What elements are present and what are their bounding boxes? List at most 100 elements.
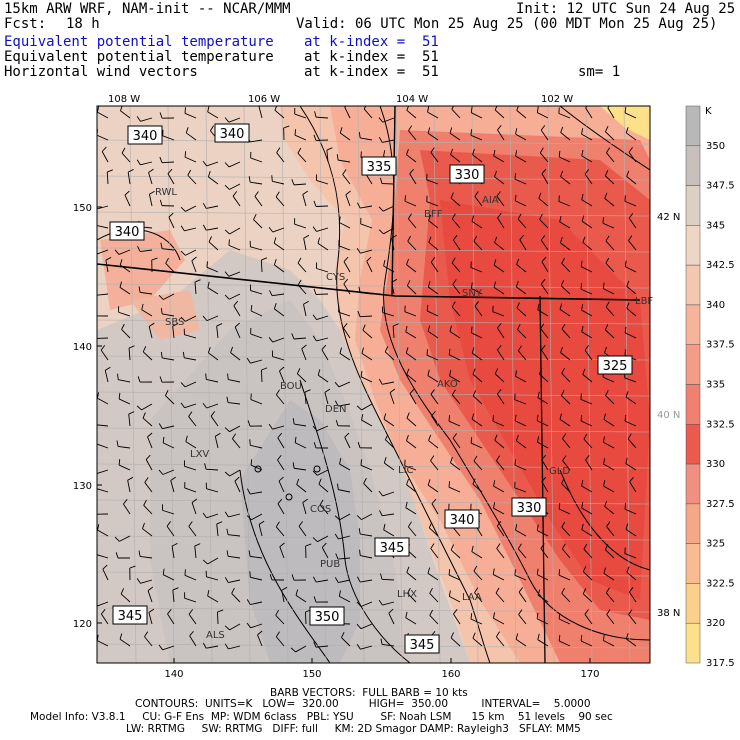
field-1-name: Equivalent potential temperature <box>4 34 274 50</box>
contour-labels: 340 340 335 330 340 325 340 330 345 350 345 345 <box>109 123 633 654</box>
colorbar-swatch <box>685 344 701 385</box>
colorbar-label: 330 <box>706 459 725 470</box>
station-lxv: LXV <box>190 449 209 460</box>
lat-tick-42n: 42 N <box>657 212 680 223</box>
colorbar-label: 320 <box>706 618 725 629</box>
contour-label: 340 <box>133 129 158 144</box>
station-bou: BOU <box>280 381 302 392</box>
field-3-level: at k-index = 51 <box>304 64 439 80</box>
station-den: DEN <box>325 404 347 415</box>
station-labels: RWL BFF AIA CYS SNY LBF SBS BOU AKO DEN … <box>155 187 653 641</box>
model-title: 15km ARW WRF, NAM-init -- NCAR/MMM <box>4 1 291 17</box>
valid-time: Valid: 06 UTC Mon 25 Aug 25 (00 MDT Mon … <box>296 16 718 32</box>
y-tick-150: 150 <box>73 203 92 214</box>
field-2-level: at k-index = 51 <box>304 49 439 65</box>
station-lbf: LBF <box>635 296 653 307</box>
contour-label: 350 <box>315 610 340 625</box>
station-laa: LAA <box>462 592 482 603</box>
contour-label-box <box>112 605 148 625</box>
colorbar-swatch <box>685 622 701 664</box>
barb-legend: BARB VECTORS: FULL BARB = 10 kts <box>270 687 468 699</box>
lat-tick-38n: 38 N <box>657 608 680 619</box>
contour-label: 330 <box>517 501 542 516</box>
colorbar-label: 332.5 <box>706 419 735 430</box>
contour-label: 345 <box>380 541 405 556</box>
contour-label-box <box>127 125 163 145</box>
colorbar-label: 347.5 <box>706 181 735 192</box>
station-pub: PUB <box>320 559 340 570</box>
y-tick-120: 120 <box>73 619 92 630</box>
bottom-x-ticks: 140 150 160 170 <box>164 669 599 680</box>
colorbar-swatch <box>685 463 701 505</box>
contour-label-box <box>597 355 633 375</box>
colorbar-label: 322.5 <box>706 578 735 589</box>
colorbar-label: 335 <box>706 380 725 391</box>
contour-label: 330 <box>455 168 480 183</box>
colorbar-label: 325 <box>706 539 725 550</box>
model-info-2: LW: RRTMG SW: RRTMG DIFF: full KM: 2D Sm… <box>126 723 581 735</box>
colorbar-swatch <box>685 583 701 624</box>
colorbar-label: 337.5 <box>706 340 735 351</box>
y-tick-140: 140 <box>73 342 92 353</box>
station-cos: COS <box>310 504 331 515</box>
x-tick-170: 170 <box>580 669 599 680</box>
colorbar-swatch <box>685 424 701 465</box>
x-tick-150: 150 <box>302 669 321 680</box>
station-gld: GLD <box>549 466 570 477</box>
contour-label-box <box>511 497 547 517</box>
colorbar: 350 347.5 345 342.5 340 337.5 335 332.5 330 327.5… <box>685 105 735 669</box>
model-info: Model Info: V3.8.1 CU: G-F Ens MP: WDM 6… <box>30 711 613 723</box>
contour-label-box <box>404 634 440 654</box>
field-2-name: Equivalent potential temperature <box>4 49 274 65</box>
colorbar-swatch <box>685 225 701 266</box>
contour-label-box <box>361 156 397 176</box>
lon-tick-108w: 108 W <box>108 94 140 105</box>
station-lic: LIC <box>398 465 414 476</box>
colorbar-unit: K <box>705 106 712 117</box>
station-cys: CYS <box>326 272 345 283</box>
contour-label-box <box>109 221 145 241</box>
wind-barbs <box>97 106 637 653</box>
contour-label-box <box>309 606 345 626</box>
city-markers <box>254 465 321 501</box>
x-tick-160: 160 <box>441 669 460 680</box>
station-rwl: RWL <box>155 187 177 198</box>
top-longitude-ticks: 108 W 106 W 104 W 102 W <box>108 94 573 105</box>
contour-label: 335 <box>367 160 392 175</box>
lon-tick-104w: 104 W <box>396 94 428 105</box>
contour-label-box <box>449 164 485 184</box>
left-y-ticks: 150 140 130 120 <box>73 203 92 630</box>
init-time: Init: 12 UTC Sun 24 Aug 25 <box>516 1 736 17</box>
contour-legend: CONTOURS: UNITS=K LOW= 320.00 HIGH= 350.… <box>135 698 591 710</box>
station-sny: SNY <box>462 288 483 299</box>
colorbar-swatch <box>685 304 701 345</box>
lon-tick-106w: 106 W <box>248 94 280 105</box>
colorbar-label: 350 <box>706 141 725 152</box>
theta-e-fill <box>97 106 650 663</box>
station-als: ALS <box>206 630 225 641</box>
contour-label-box <box>214 123 250 143</box>
colorbar-swatch <box>685 384 701 425</box>
right-latitude-ticks: 42 N 40 N 38 N <box>657 212 680 619</box>
x-tick-140: 140 <box>164 669 183 680</box>
colorbar-label: 340 <box>706 300 725 311</box>
colorbar-label: 317.5 <box>706 658 735 669</box>
field-3-name: Horizontal wind vectors <box>4 64 198 80</box>
colorbar-swatch <box>685 105 701 147</box>
colorbar-swatch <box>685 264 701 306</box>
station-aia: AIA <box>482 195 499 206</box>
contour-label-box <box>374 537 410 557</box>
colorbar-swatch <box>685 543 701 584</box>
forecast-label: Fcst: <box>4 16 47 32</box>
contour-label: 345 <box>118 609 143 624</box>
lat-tick-40n: 40 N <box>657 410 680 421</box>
contour-label: 345 <box>410 638 435 653</box>
contour-label-box <box>444 509 480 529</box>
station-ako: AKO <box>437 379 458 390</box>
colorbar-label: 327.5 <box>706 499 735 510</box>
contour-label: 340 <box>220 127 245 142</box>
station-lhx: LHX <box>397 589 417 600</box>
lon-tick-102w: 102 W <box>541 94 573 105</box>
